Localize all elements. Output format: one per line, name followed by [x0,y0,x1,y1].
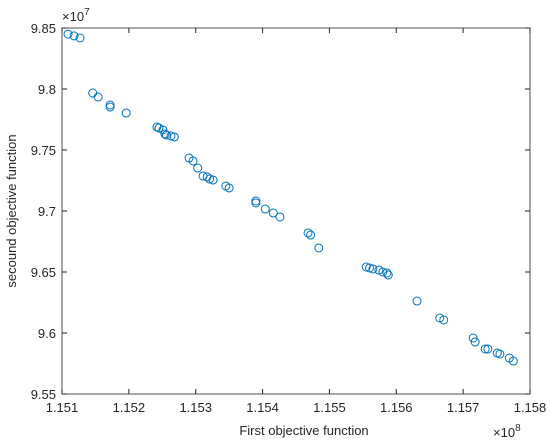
point [439,315,449,325]
point [495,349,505,359]
point [205,174,215,184]
y-multiplier-power: 7 [84,7,90,18]
x-multiplier-base: ×10 [493,425,515,440]
point [154,123,164,133]
y-tick-label: 9.85 [31,21,56,36]
x-tick-label: 1.151 [46,400,79,415]
point [224,183,234,193]
x-multiplier-power: 8 [515,423,521,434]
point [412,296,422,306]
point [105,102,115,112]
x-tick-label: 1.158 [514,400,547,415]
point [251,198,261,208]
point [374,265,384,275]
point [483,344,493,354]
point [121,108,131,118]
point [314,243,324,253]
point [470,337,480,347]
point [105,100,115,110]
y-tick-label: 9.55 [31,387,56,402]
y-tick-label: 9.7 [38,204,56,219]
point [166,131,176,141]
point [152,122,162,132]
y-multiplier-base: ×10 [62,9,84,24]
point [160,129,170,139]
x-tick-label: 1.152 [113,400,146,415]
y-tick-label: 9.65 [31,265,56,280]
y-tick-label: 9.6 [38,326,56,341]
y-tick-label: 9.8 [38,82,56,97]
y-multiplier: ×107 [62,7,90,24]
point [383,270,393,280]
point [361,262,371,272]
y-tick-label: 9.75 [31,143,56,158]
point [193,163,203,173]
point [188,156,198,166]
x-tick-label: 1.153 [179,400,212,415]
plot-area [61,27,531,395]
point [306,230,316,240]
point [63,29,73,39]
x-axis-label: First objective function [239,423,368,438]
point [260,204,270,214]
point [169,132,179,142]
point [435,313,445,323]
x-tick-label: 1.157 [447,400,480,415]
point [275,212,285,222]
x-tick-label: 1.156 [380,400,413,415]
point [508,356,518,366]
point [378,267,388,277]
point [303,228,313,238]
point [93,92,103,102]
point [208,175,218,185]
x-tick-label: 1.154 [246,400,279,415]
point [480,344,490,354]
point [202,172,212,182]
x-multiplier: ×108 [493,423,521,440]
point [69,31,79,41]
point [268,208,278,218]
x-tick-label: 1.155 [313,400,346,415]
point [382,268,392,278]
point [75,33,85,43]
y-axis-label: secound objective function [4,134,19,287]
point [365,263,375,273]
point [368,264,378,274]
